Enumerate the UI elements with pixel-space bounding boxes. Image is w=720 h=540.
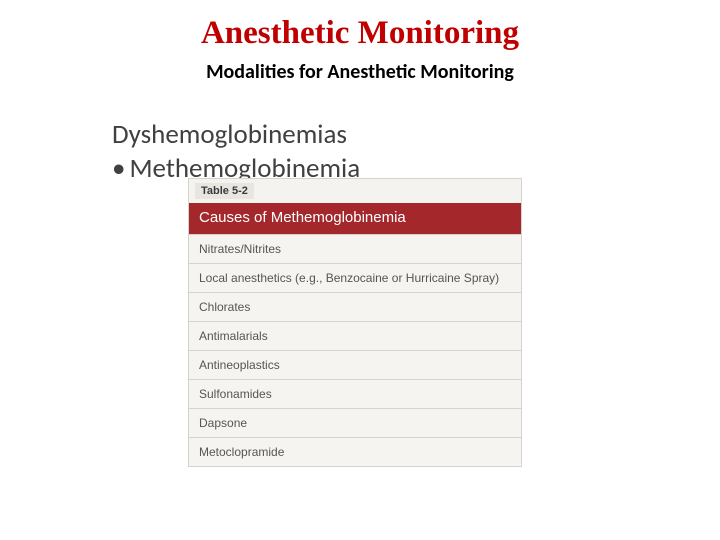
topic-heading: Dyshemoglobinemias bbox=[112, 118, 347, 151]
table-row: Metoclopramide bbox=[189, 437, 521, 466]
slide-subtitle: Modalities for Anesthetic Monitoring bbox=[0, 60, 720, 84]
causes-table: Table 5-2 Causes of Methemoglobinemia Ni… bbox=[188, 178, 522, 467]
table-row: Nitrates/Nitrites bbox=[189, 234, 521, 263]
table-row: Local anesthetics (e.g., Benzocaine or H… bbox=[189, 263, 521, 292]
table-row: Antineoplastics bbox=[189, 350, 521, 379]
table-title: Causes of Methemoglobinemia bbox=[189, 203, 521, 234]
table-row: Sulfonamides bbox=[189, 379, 521, 408]
table-row: Antimalarials bbox=[189, 321, 521, 350]
bullet-marker: • bbox=[112, 152, 125, 185]
table-row: Dapsone bbox=[189, 408, 521, 437]
slide-title: Anesthetic Monitoring bbox=[0, 15, 720, 52]
slide: Anesthetic Monitoring Modalities for Ane… bbox=[0, 0, 720, 540]
table-row: Chlorates bbox=[189, 292, 521, 321]
table-label: Table 5-2 bbox=[195, 183, 254, 199]
